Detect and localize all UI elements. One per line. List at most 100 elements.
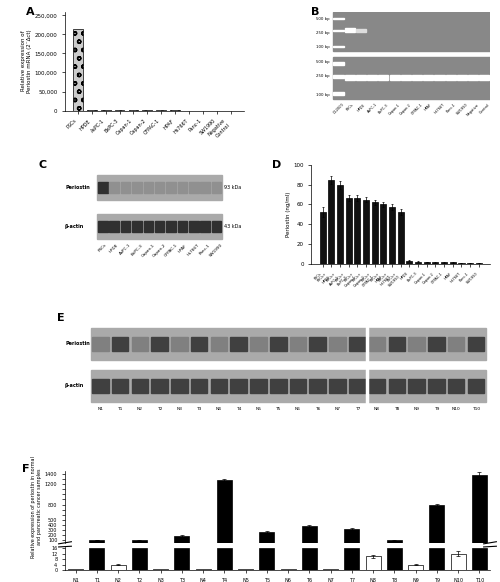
Bar (450, 553, 466, 570)
Text: T10: T10 (472, 407, 480, 411)
Text: HPAF: HPAF (424, 102, 433, 112)
Text: PSCs: PSCs (345, 102, 354, 112)
Bar (328, 180, 334, 264)
Bar (441, 262, 447, 264)
Bar (155, 221, 164, 232)
Bar (450, 262, 456, 264)
Text: Capan-2: Capan-2 (399, 102, 412, 116)
Bar (132, 182, 141, 193)
Text: Negative: Negative (466, 102, 480, 116)
Bar (132, 379, 148, 393)
Bar (270, 337, 286, 350)
Bar (390, 75, 400, 80)
Bar (171, 337, 188, 350)
Text: B: B (312, 7, 320, 17)
Bar (349, 337, 366, 350)
Bar (344, 548, 360, 570)
Bar (378, 75, 388, 80)
Text: CFPAC-1: CFPAC-1 (410, 102, 424, 116)
Text: β-actin: β-actin (65, 224, 84, 229)
Bar (112, 337, 128, 350)
Bar (367, 75, 377, 80)
Text: T8: T8 (394, 407, 400, 411)
Bar (334, 30, 344, 31)
Bar (68, 569, 83, 570)
Text: Capan-2: Capan-2 (152, 243, 167, 258)
Text: Capan-1: Capan-1 (141, 243, 156, 258)
Bar (430, 548, 444, 570)
Text: Periostin: Periostin (65, 342, 90, 346)
Bar (344, 29, 354, 32)
Bar (302, 526, 317, 545)
Text: Periostin: Periostin (65, 184, 90, 190)
Text: N10: N10 (452, 407, 460, 411)
Text: SW1990: SW1990 (209, 243, 224, 258)
Bar (344, 528, 360, 545)
Text: Capan-1: Capan-1 (388, 102, 401, 116)
Bar (171, 379, 188, 393)
Bar (166, 221, 176, 232)
Bar (467, 263, 473, 264)
Bar (334, 17, 344, 19)
Bar (480, 75, 490, 80)
Y-axis label: Periostin (ng/ml): Periostin (ng/ml) (286, 191, 290, 237)
Bar (178, 221, 187, 232)
Bar (92, 379, 108, 393)
Bar (408, 565, 423, 570)
Text: T6: T6 (315, 407, 320, 411)
Bar (387, 548, 402, 570)
Bar (178, 182, 187, 193)
Bar (401, 75, 411, 80)
Bar (344, 75, 354, 80)
Text: PSCs: PSCs (98, 243, 108, 253)
Bar (290, 337, 306, 350)
Text: N4: N4 (216, 407, 222, 411)
Text: F: F (22, 464, 30, 474)
Bar (472, 475, 487, 545)
Bar (323, 569, 338, 570)
Text: E: E (56, 313, 64, 323)
Bar (121, 221, 130, 232)
Bar (98, 221, 108, 232)
Bar (250, 337, 267, 350)
Bar (412, 75, 422, 80)
Bar (212, 182, 221, 193)
Text: Panc-1: Panc-1 (445, 102, 456, 114)
Text: AsPC-1: AsPC-1 (366, 102, 378, 114)
Text: Hs766T: Hs766T (434, 102, 446, 115)
Text: SW1990: SW1990 (456, 102, 468, 116)
Bar (349, 379, 366, 393)
Bar (398, 212, 404, 264)
Text: N5: N5 (256, 407, 262, 411)
Bar (428, 337, 444, 350)
Text: Panc-1: Panc-1 (199, 243, 211, 255)
Bar (121, 182, 130, 193)
Bar (346, 197, 352, 264)
Bar (334, 91, 344, 94)
Text: T7: T7 (354, 407, 360, 411)
Bar (210, 379, 228, 393)
Bar (200, 182, 210, 193)
Text: T3: T3 (196, 407, 202, 411)
Text: T9: T9 (434, 407, 439, 411)
Bar (363, 200, 369, 264)
Bar (132, 540, 147, 545)
Bar (230, 379, 247, 393)
Text: HPDE: HPDE (109, 243, 120, 254)
Bar (90, 548, 104, 570)
Text: Control: Control (478, 102, 490, 115)
Text: HPDE: HPDE (356, 102, 366, 112)
Bar (98, 182, 108, 193)
Bar (408, 337, 425, 350)
Bar (191, 379, 208, 393)
Bar (212, 221, 221, 232)
Bar (97, 214, 222, 239)
Text: 500 bp: 500 bp (316, 16, 330, 20)
Bar (468, 75, 478, 80)
Bar (189, 182, 198, 193)
Bar (389, 207, 395, 264)
Bar (260, 548, 274, 570)
Bar (174, 536, 190, 545)
Y-axis label: Relative expression of periostin in normal
and pancreatic cancer samples: Relative expression of periostin in norm… (32, 456, 42, 558)
Bar (90, 540, 104, 545)
